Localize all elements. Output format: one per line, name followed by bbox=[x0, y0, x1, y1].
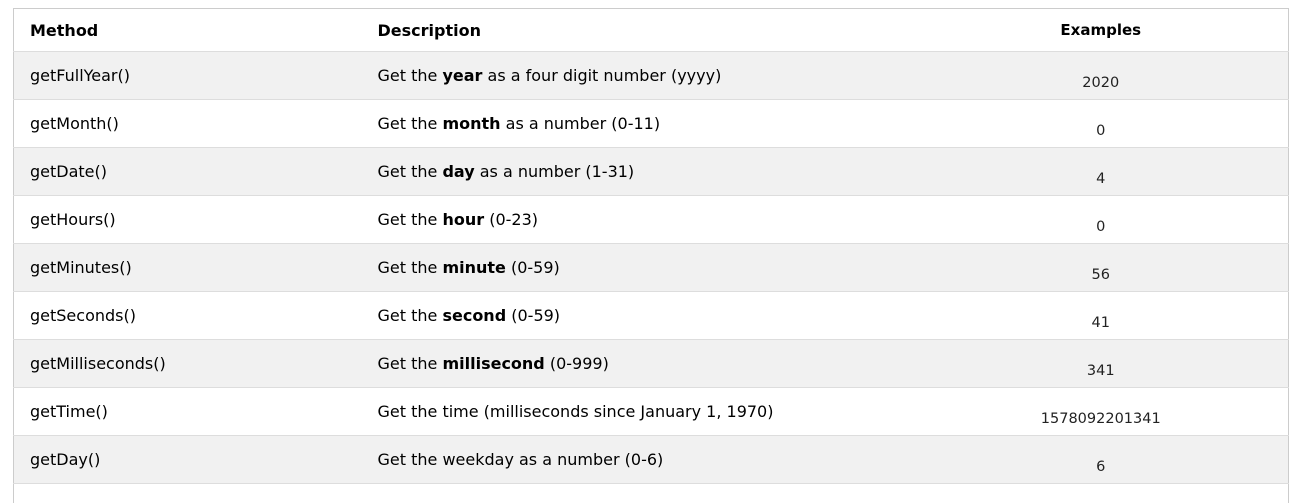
description-keyword: minute bbox=[442, 258, 506, 277]
description-text: as a number (0-11) bbox=[500, 114, 661, 133]
column-header-description: Description bbox=[377, 20, 481, 40]
description-text: Get the bbox=[377, 66, 443, 85]
description-cell: Get the year as a four digit number (yyy… bbox=[361, 51, 938, 100]
description-text: Get the bbox=[377, 162, 443, 181]
description-keyword: millisecond bbox=[442, 354, 545, 373]
table-row: getMonth() Get the month as a number (0-… bbox=[13, 100, 1289, 148]
example-cell: 6 bbox=[937, 435, 1289, 484]
description-text: Get the weekday as a number (0-6) bbox=[377, 450, 664, 469]
example-cell: 341 bbox=[937, 339, 1289, 388]
description-keyword: day bbox=[442, 162, 475, 181]
description-cell: Get the day as a number (1-31) bbox=[361, 147, 938, 196]
method-cell: getMonth() bbox=[30, 114, 119, 133]
example-value: 41 bbox=[1091, 314, 1110, 331]
method-cell: getDay() bbox=[13, 435, 362, 484]
description-text: (0-59) bbox=[505, 258, 560, 277]
method-cell: getDate() bbox=[13, 147, 362, 196]
description-cell bbox=[362, 484, 938, 503]
description-cell: Get the minute (0-59) bbox=[361, 243, 938, 292]
example-cell: 0 bbox=[938, 100, 1289, 148]
column-header-method: Method bbox=[30, 20, 99, 40]
example-cell: 56 bbox=[937, 243, 1289, 292]
example-cell bbox=[938, 484, 1289, 503]
description-text: Get the bbox=[377, 210, 443, 229]
description-cell: Get the time (milliseconds since January… bbox=[362, 388, 938, 436]
example-value: 341 bbox=[1086, 362, 1115, 379]
description-text: (0-59) bbox=[506, 306, 561, 325]
description-cell: Get the month as a number (0-11) bbox=[362, 100, 938, 148]
description-cell: Get the weekday as a number (0-6) bbox=[361, 435, 938, 484]
description-keyword: second bbox=[442, 306, 507, 325]
description-cell: Get the hour (0-23) bbox=[362, 196, 938, 244]
example-value: 0 bbox=[1096, 218, 1106, 235]
example-value: 56 bbox=[1091, 266, 1110, 283]
description-text: Get the time (milliseconds since January… bbox=[377, 402, 774, 421]
example-cell: 0 bbox=[938, 196, 1289, 244]
table-row: getMinutes() Get the minute (0-59) 56 bbox=[13, 243, 1289, 292]
example-value: 4 bbox=[1096, 170, 1106, 187]
description-cell: Get the millisecond (0-999) bbox=[361, 339, 938, 388]
table-row: getSeconds() Get the second (0-59) 41 bbox=[13, 292, 1289, 340]
description-text: (0-23) bbox=[484, 210, 539, 229]
description-text: Get the bbox=[377, 114, 443, 133]
example-cell: 1578092201341 bbox=[938, 388, 1289, 436]
description-text: as a number (1-31) bbox=[474, 162, 635, 181]
description-text: Get the bbox=[377, 258, 443, 277]
description-cell: Get the second (0-59) bbox=[362, 292, 938, 340]
description-text: Get the bbox=[377, 354, 443, 373]
description-text: Get the bbox=[377, 306, 443, 325]
table-header-row: Method Description Examples bbox=[13, 9, 1289, 52]
example-value: 6 bbox=[1096, 458, 1106, 475]
example-value: 2020 bbox=[1082, 74, 1120, 91]
table-row-cutoff bbox=[14, 484, 1289, 503]
method-cell: getSeconds() bbox=[30, 306, 136, 325]
description-keyword: year bbox=[442, 66, 483, 85]
method-cell: getMilliseconds() bbox=[13, 339, 362, 388]
method-cell: getMinutes() bbox=[13, 243, 362, 292]
table-row: getMilliseconds() Get the millisecond (0… bbox=[13, 339, 1289, 388]
description-keyword: month bbox=[442, 114, 501, 133]
table-row: getDate() Get the day as a number (1-31)… bbox=[13, 147, 1289, 196]
example-cell: 2020 bbox=[937, 51, 1289, 100]
method-cell: getHours() bbox=[30, 210, 116, 229]
description-text: as a four digit number (yyyy) bbox=[482, 66, 722, 85]
example-value: 0 bbox=[1096, 122, 1106, 139]
method-cell bbox=[14, 484, 362, 503]
method-cell: getTime() bbox=[30, 402, 108, 421]
table-row: getTime() Get the time (milliseconds sin… bbox=[13, 388, 1289, 436]
date-methods-table: Method Description Examples getFullYear(… bbox=[13, 8, 1289, 503]
method-cell: getFullYear() bbox=[13, 51, 362, 100]
example-cell: 4 bbox=[937, 147, 1289, 196]
column-header-examples: Examples bbox=[1060, 21, 1142, 39]
table-row: getDay() Get the weekday as a number (0-… bbox=[13, 435, 1289, 484]
description-keyword: hour bbox=[442, 210, 485, 229]
example-value: 1578092201341 bbox=[1040, 410, 1161, 427]
table-row: getFullYear() Get the year as a four dig… bbox=[13, 51, 1289, 100]
example-cell: 41 bbox=[938, 292, 1289, 340]
table-row: getHours() Get the hour (0-23) 0 bbox=[13, 196, 1289, 244]
description-text: (0-999) bbox=[544, 354, 609, 373]
